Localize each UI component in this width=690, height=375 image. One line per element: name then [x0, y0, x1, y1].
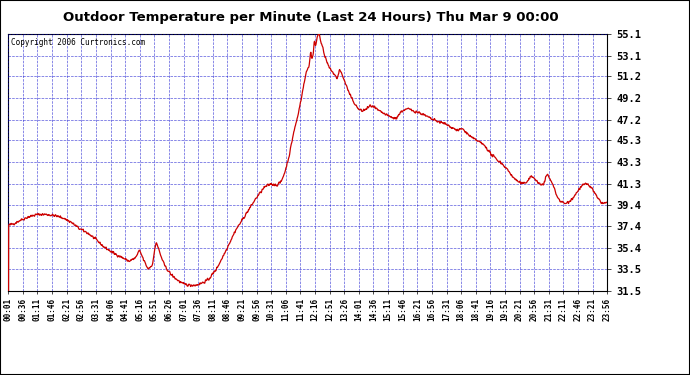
Text: Outdoor Temperature per Minute (Last 24 Hours) Thu Mar 9 00:00: Outdoor Temperature per Minute (Last 24 … — [63, 11, 558, 24]
Text: Copyright 2006 Curtronics.com: Copyright 2006 Curtronics.com — [11, 38, 146, 46]
